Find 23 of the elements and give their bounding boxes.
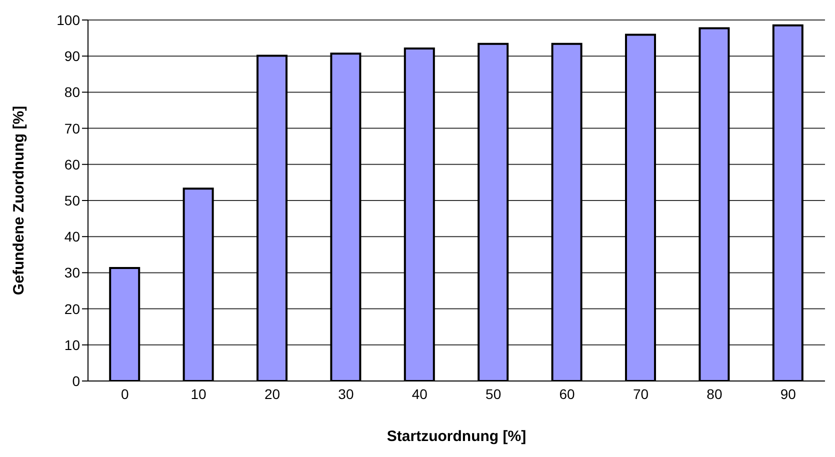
y-tick-label: 60 [64,156,80,172]
y-tick-label: 50 [64,192,80,208]
x-tick-label: 40 [412,386,428,402]
y-axis-title: Gefundene Zuordnung [%] [10,106,28,296]
x-tick-label: 80 [706,386,722,402]
y-tick-label: 0 [72,372,80,389]
y-tick-label: 80 [64,84,80,100]
y-tick-label: 40 [64,228,80,245]
x-tick-label: 90 [780,386,796,402]
y-tick-label: 90 [64,48,80,64]
x-tick-label: 30 [338,386,354,402]
x-axis-title: Startzuordnung [%] [386,428,526,445]
x-tick-label: 50 [486,386,502,402]
y-tick-label: 20 [64,300,80,317]
y-tick-label: 100 [56,12,80,28]
x-tick-label: 0 [120,386,129,402]
x-tick-label: 60 [559,386,576,402]
x-tick-label: 20 [264,386,280,402]
y-tick-label: 10 [64,336,80,353]
y-tick-label: 70 [64,120,80,136]
y-tick-label: 30 [64,264,80,281]
x-tick-label: 70 [632,386,649,402]
x-tick-label: 10 [190,386,207,402]
